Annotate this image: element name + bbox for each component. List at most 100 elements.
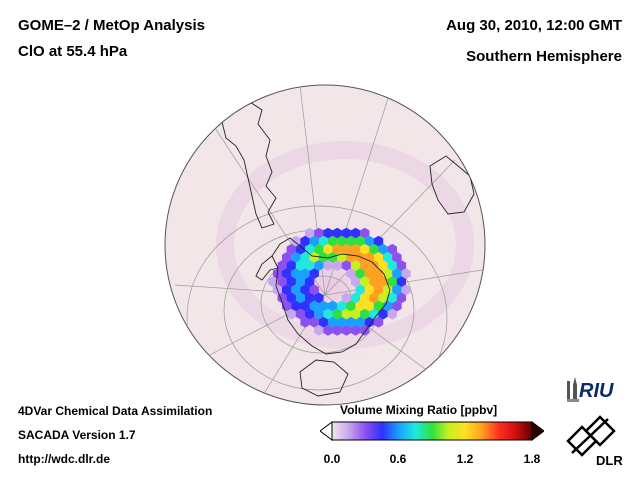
clo-cell [309, 316, 319, 328]
colorbar-tick-label: 1.8 [523, 452, 541, 466]
clo-cell [360, 260, 370, 271]
clo-cell [300, 252, 310, 263]
clo-cell [295, 260, 306, 271]
clo-cell [396, 276, 407, 288]
species-level-title: ClO at 55.4 hPa [18, 43, 128, 60]
clo-cell [300, 235, 310, 247]
clo-cell [282, 252, 292, 263]
clo-cell [314, 324, 324, 336]
website-link[interactable]: http://wdc.dlr.de [18, 452, 110, 466]
clo-cell [341, 227, 352, 239]
clo-cell [369, 260, 379, 271]
clo-cell [286, 260, 296, 271]
clo-cell [305, 292, 315, 304]
clo-cell [350, 276, 361, 288]
clo-cell [300, 316, 310, 328]
clo-cell [341, 292, 352, 304]
clo-cell [369, 292, 379, 304]
clo-cell [360, 227, 370, 239]
clo-cell [314, 243, 324, 255]
africa-coastline [429, 155, 475, 215]
clo-cell [387, 292, 397, 304]
clo-cell [401, 284, 411, 296]
clo-cell [383, 252, 393, 263]
clo-cell [291, 300, 301, 312]
clo-cell [327, 252, 338, 263]
clo-cell [323, 260, 333, 271]
svg-text:RIU: RIU [579, 380, 614, 402]
clo-cell [373, 300, 384, 312]
clo-cell [364, 284, 374, 296]
clo-cell [387, 308, 397, 320]
clo-cell [383, 300, 393, 312]
clo-cell [350, 260, 361, 271]
clo-cell [286, 243, 296, 255]
clo-cell [364, 316, 374, 328]
clo-cell [387, 260, 397, 271]
dlr-emblem-icon [566, 415, 616, 457]
clo-cell [383, 268, 393, 279]
clo-cell [346, 300, 356, 312]
hemisphere-title: Southern Hemisphere [466, 48, 622, 65]
clo-cell [350, 243, 361, 255]
clo-cell [309, 284, 319, 296]
clo-cell [291, 284, 301, 296]
clo-cell [355, 268, 365, 279]
clo-cell [295, 243, 306, 255]
clo-cell [387, 276, 397, 288]
clo-cell [364, 300, 374, 312]
clo-cell [341, 308, 352, 320]
clo-cell [369, 243, 379, 255]
clo-cell [318, 300, 329, 312]
clo-cell [396, 292, 407, 304]
clo-cell [360, 308, 370, 320]
clo-cell [392, 300, 402, 312]
clo-cell [392, 284, 402, 296]
clo-cell [378, 292, 388, 304]
clo-cell [364, 268, 374, 279]
colorbar-tick-label: 0.6 [389, 452, 407, 466]
clo-cell [327, 300, 338, 312]
method-text: 4DVar Chemical Data Assimilation [18, 404, 213, 418]
clo-cell [387, 243, 397, 255]
clo-cell [314, 308, 324, 320]
clo-cell [346, 268, 356, 279]
antarctic-peninsula-coastline [255, 255, 279, 281]
clo-cell [309, 300, 319, 312]
clo-cell [373, 284, 384, 296]
clo-cell [314, 292, 324, 304]
clo-cell [295, 276, 306, 288]
clo-cell [350, 227, 361, 239]
clo-cell [327, 316, 338, 328]
clo-cell [346, 235, 356, 247]
clo-cell [295, 308, 306, 320]
clo-cell [364, 235, 374, 247]
clo-cell [360, 243, 370, 255]
clo-cell [369, 276, 379, 288]
clo-cell [378, 260, 388, 271]
clo-cell [337, 235, 347, 247]
colorbar-over-arrow [531, 421, 544, 441]
clo-cell [337, 316, 347, 328]
clo-cell [286, 276, 296, 288]
clo-cell [332, 227, 342, 239]
clo-cell [355, 284, 365, 296]
clo-cell [401, 268, 411, 279]
clo-cell [282, 284, 292, 296]
clo-cell [337, 300, 347, 312]
south-america-coastline [221, 101, 277, 229]
clo-cell [341, 243, 352, 255]
clo-cell [350, 324, 361, 336]
coastlines [221, 101, 475, 397]
clo-cell [360, 276, 370, 288]
riu-tower-icon [567, 377, 579, 402]
clo-cell [291, 268, 301, 279]
colorbar [320, 421, 544, 441]
clo-cell [305, 260, 315, 271]
clo-cell [282, 268, 292, 279]
clo-cell [309, 268, 319, 279]
clo-cell [360, 324, 370, 336]
clo-cell [327, 235, 338, 247]
clo-cell [332, 260, 342, 271]
clo-cell [341, 260, 352, 271]
